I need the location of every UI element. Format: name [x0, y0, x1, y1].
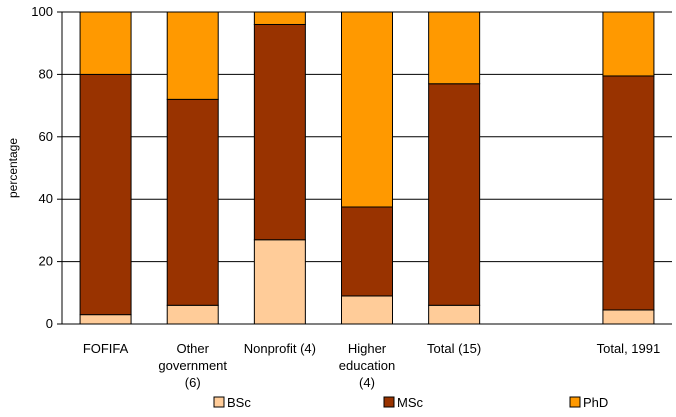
y-tick-label: 0 [46, 316, 53, 331]
bars [79, 11, 655, 325]
bar-segment-phd [79, 11, 132, 75]
bar-segment-msc [602, 75, 655, 311]
category-label: (4) [359, 375, 375, 390]
y-axis-label: percentage [6, 138, 20, 198]
category-label: Nonprofit (4) [244, 341, 316, 356]
y-tick-label: 100 [31, 4, 53, 19]
bar-segment-phd [428, 11, 481, 85]
y-tick-label: 20 [39, 254, 53, 269]
legend: BSc MSc PhD [213, 395, 608, 410]
legend-swatch-phd [569, 396, 581, 408]
bar-segment-bsc [79, 314, 132, 325]
category-label: Total (15) [427, 341, 481, 356]
axes [57, 11, 672, 325]
bar-segment-bsc [253, 239, 306, 325]
category-label: Higher [348, 341, 387, 356]
legend-swatch-bsc [213, 396, 225, 408]
category-label: government [158, 358, 227, 373]
category-label: FOFIFA [83, 341, 129, 356]
bar-segment-msc [166, 98, 219, 306]
bar-segment-bsc [166, 304, 219, 325]
bar-segment-phd [341, 11, 393, 208]
bar-segment-phd [253, 11, 306, 25]
bar-segment-bsc [341, 295, 393, 325]
legend-label-bsc: BSc [227, 395, 251, 410]
bar-segment-msc [253, 23, 306, 241]
category-label: Total, 1991 [597, 341, 661, 356]
y-tick-label: 60 [39, 129, 53, 144]
category-label: Other [176, 341, 209, 356]
bar-segment-phd [166, 11, 219, 100]
category-label: (6) [185, 375, 201, 390]
bar-segment-phd [602, 11, 655, 77]
bar-segment-msc [428, 83, 481, 306]
bar-segment-msc [79, 73, 132, 316]
legend-label-msc: MSc [397, 395, 424, 410]
y-tick-label: 80 [39, 66, 53, 81]
category-labels: FOFIFA Other government (6) Nonprofit (4) Hig… [83, 341, 660, 390]
bar-segment-bsc [602, 309, 655, 325]
category-label: education [339, 358, 395, 373]
legend-label-phd: PhD [583, 395, 608, 410]
bar-segment-msc [341, 206, 393, 297]
y-tick-label: 40 [39, 191, 53, 206]
y-tick-labels: 0 20 40 60 80 100 [31, 4, 53, 331]
bar-segment-bsc [428, 304, 481, 325]
legend-swatch-msc [383, 396, 395, 408]
